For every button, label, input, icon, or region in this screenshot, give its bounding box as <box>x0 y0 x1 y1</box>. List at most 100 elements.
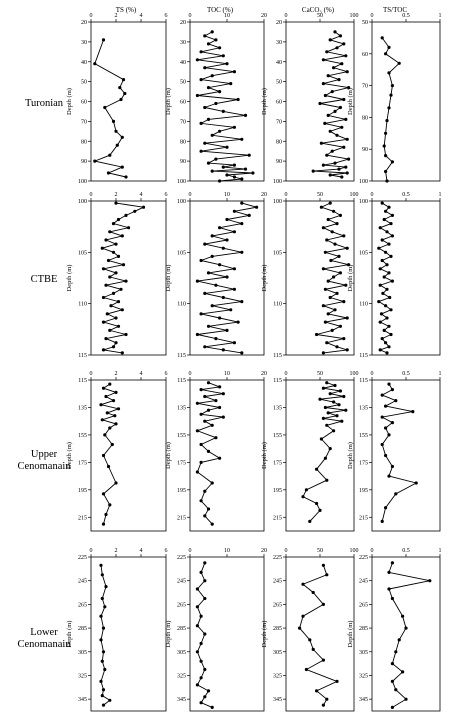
y-tick-label: 60 <box>276 100 282 106</box>
x-tick-label: 6 <box>165 371 168 377</box>
y-tick-label: 70 <box>180 119 186 125</box>
y-tick-label: 195 <box>78 488 87 494</box>
data-point <box>199 570 203 575</box>
y-tick-label: 80 <box>180 139 186 145</box>
data-point <box>240 222 244 226</box>
x-tick-label: 10 <box>224 13 230 19</box>
y-tick-label: 105 <box>273 250 282 256</box>
data-point <box>335 46 339 50</box>
data-point <box>325 50 329 54</box>
data-point <box>101 295 106 300</box>
x-tick-label: 100 <box>350 548 359 554</box>
y-tick-label: 245 <box>359 579 368 585</box>
data-point <box>210 304 214 308</box>
y-tick-label: 285 <box>359 626 368 632</box>
data-point <box>328 201 332 205</box>
data-point <box>210 234 214 238</box>
data-point <box>214 38 218 42</box>
data-point <box>319 205 323 209</box>
plot-frame <box>90 200 167 356</box>
y-tick-label: 105 <box>78 250 87 256</box>
data-point <box>387 45 391 50</box>
y-tick-label: 20 <box>180 20 186 26</box>
x-tick-label: 50 <box>317 13 323 19</box>
data-point <box>321 351 325 355</box>
data-point <box>323 456 327 460</box>
data-point <box>384 169 388 174</box>
data-point <box>203 242 207 246</box>
data-point <box>206 42 211 46</box>
data-point <box>206 161 211 165</box>
y-tick-label: 265 <box>359 602 368 608</box>
data-point <box>342 42 346 46</box>
data-point <box>214 101 218 106</box>
data-point <box>111 291 116 295</box>
data-point <box>390 388 394 392</box>
x-tick-label: 1 <box>439 371 442 377</box>
data-point <box>342 145 346 149</box>
stage-label-upper-cenomanain: Upper Cenomanain <box>2 449 86 473</box>
data-point <box>387 433 391 437</box>
data-point <box>380 238 384 242</box>
data-point <box>199 149 203 153</box>
data-point <box>195 401 199 405</box>
data-point <box>394 492 398 496</box>
data-point <box>206 507 211 511</box>
ts-toc-column-header: TS/TOC <box>383 6 407 14</box>
data-point <box>114 271 118 275</box>
x-tick-label: 4 <box>140 371 143 377</box>
data-point <box>114 422 118 426</box>
data-point <box>338 213 342 217</box>
data-point <box>225 217 229 222</box>
data-point <box>101 38 106 42</box>
y-tick-label: 70 <box>81 119 87 125</box>
data-point <box>328 447 332 451</box>
data-point <box>338 324 342 328</box>
data-point <box>240 137 244 141</box>
y-tick-label: 325 <box>177 673 186 679</box>
data-point <box>384 404 388 408</box>
data-point <box>195 93 199 98</box>
data-point <box>384 304 388 308</box>
y-tick-label: 100 <box>359 199 368 205</box>
data-point <box>347 86 351 90</box>
data-point <box>311 590 315 595</box>
data-point <box>203 141 207 145</box>
plot-frame <box>90 21 167 182</box>
data-point <box>325 478 329 482</box>
data-point <box>243 113 248 117</box>
x-tick-label: 0.5 <box>402 13 410 19</box>
data-point <box>99 403 103 407</box>
data-point <box>345 316 349 320</box>
data-point <box>323 287 327 291</box>
y-tick-label: 155 <box>359 433 368 439</box>
data-point <box>199 312 203 316</box>
data-point <box>195 470 199 474</box>
series-line <box>313 31 349 178</box>
data-point <box>397 638 401 642</box>
y-tick-label: 40 <box>81 60 87 66</box>
data-point <box>323 405 327 410</box>
data-point <box>100 418 104 422</box>
y-tick-label: 245 <box>78 579 87 585</box>
data-point <box>119 287 123 291</box>
y-tick-label: 325 <box>359 673 368 679</box>
x-tick-label: 0 <box>285 192 288 198</box>
series-line <box>196 382 224 525</box>
data-point <box>337 78 341 82</box>
y-tick-label: 195 <box>273 488 282 494</box>
data-point <box>100 659 104 663</box>
data-point <box>214 399 218 403</box>
ts-column-header: TS (%) <box>115 6 137 14</box>
stage-label-turonian: Turonian <box>24 98 64 109</box>
y-tick-label: 115 <box>177 378 186 384</box>
x-tick-label: 1 <box>439 548 442 554</box>
y-tick-label: 345 <box>359 697 368 703</box>
data-point <box>340 419 344 423</box>
x-tick-label: 0 <box>90 548 93 554</box>
depth-axis-label: Depth (m) <box>66 88 73 115</box>
data-point <box>326 113 330 117</box>
data-point <box>380 442 384 447</box>
data-point <box>380 201 384 205</box>
data-point <box>123 91 127 96</box>
